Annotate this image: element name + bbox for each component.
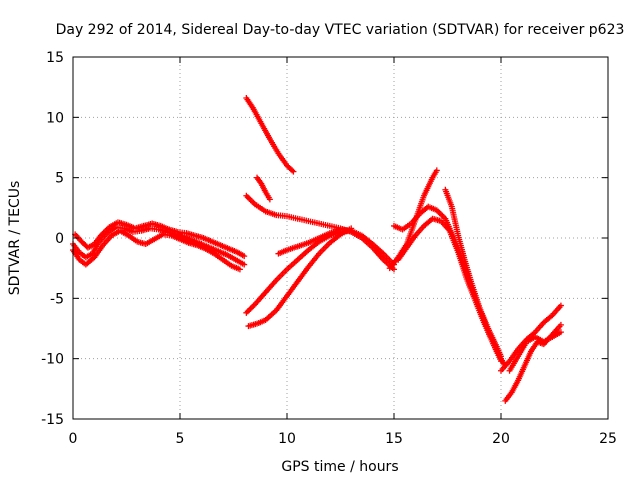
data-point bbox=[557, 329, 564, 336]
data-point bbox=[246, 195, 253, 202]
data-point bbox=[348, 225, 355, 232]
y-axis: -15 -10 -5 0 5 10 15 bbox=[41, 50, 608, 428]
data-point bbox=[236, 266, 243, 273]
x-tick-label: 15 bbox=[385, 431, 403, 447]
series-s3 bbox=[70, 227, 243, 273]
y-tick-label: 0 bbox=[55, 231, 64, 247]
data-point bbox=[243, 192, 250, 199]
data-point bbox=[266, 196, 273, 203]
y-axis-label: SDTVAR / TECUs bbox=[7, 181, 23, 296]
data-point bbox=[249, 304, 256, 311]
series-s9 bbox=[245, 225, 355, 330]
data-point bbox=[243, 309, 250, 316]
x-tick-label: 0 bbox=[69, 431, 78, 447]
data-point bbox=[241, 253, 248, 260]
y-tick-label: 5 bbox=[55, 171, 64, 187]
series-s2 bbox=[72, 219, 248, 260]
data-point bbox=[557, 302, 564, 309]
data-point bbox=[433, 167, 440, 174]
series-s16 bbox=[506, 329, 564, 374]
data-point bbox=[241, 261, 248, 268]
data-point bbox=[250, 302, 257, 309]
x-tick-label: 20 bbox=[492, 431, 510, 447]
series-s6 bbox=[243, 192, 397, 273]
x-axis: 0 5 10 15 20 25 bbox=[69, 57, 617, 447]
series-s13 bbox=[442, 186, 509, 369]
data-point bbox=[244, 308, 251, 315]
data-point bbox=[247, 196, 254, 203]
y-tick-label: -10 bbox=[41, 352, 64, 368]
x-tick-label: 10 bbox=[278, 431, 296, 447]
data-point bbox=[557, 321, 564, 328]
x-tick-label: 5 bbox=[176, 431, 185, 447]
series-layer bbox=[70, 95, 564, 404]
data-point bbox=[439, 212, 446, 219]
data-point bbox=[247, 305, 254, 312]
y-tick-label: 10 bbox=[46, 110, 64, 126]
y-tick-label: -5 bbox=[50, 291, 64, 307]
data-point bbox=[246, 306, 253, 313]
data-point bbox=[438, 211, 445, 218]
x-tick-label: 25 bbox=[599, 431, 617, 447]
series-s4 bbox=[243, 95, 297, 175]
data-point bbox=[244, 194, 251, 201]
data-point bbox=[289, 167, 296, 174]
y-tick-label: 15 bbox=[46, 50, 64, 66]
series-s5 bbox=[254, 174, 273, 203]
x-axis-label: GPS time / hours bbox=[281, 459, 398, 475]
chart-title: Day 292 of 2014, Sidereal Day-to-day VTE… bbox=[56, 22, 625, 38]
data-point bbox=[290, 168, 297, 175]
y-tick-label: -15 bbox=[41, 412, 64, 428]
data-point bbox=[249, 198, 256, 205]
data-point bbox=[436, 210, 443, 217]
series-s8 bbox=[243, 227, 355, 316]
